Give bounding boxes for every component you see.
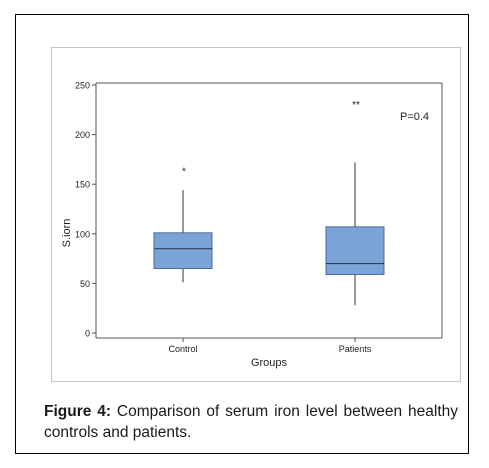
outlier-marker: * xyxy=(182,166,186,177)
y-tick-label: 100 xyxy=(75,229,90,239)
y-tick-label: 0 xyxy=(85,329,90,339)
y-tick-label: 200 xyxy=(75,130,90,140)
caption-label: Figure 4: xyxy=(44,403,112,420)
plot-area: 0 50 100 150 200 250 Control Patients * ** Group… xyxy=(51,47,461,382)
x-tick-label: Control xyxy=(168,344,197,354)
iqr-box xyxy=(325,226,385,275)
box-group-control: * xyxy=(153,166,213,283)
caption-text: Comparison of serum iron level between h… xyxy=(44,403,459,441)
y-tick-label: 50 xyxy=(80,279,90,289)
y-tick-label: 250 xyxy=(75,81,90,91)
y-axis-label: S.iorn xyxy=(61,219,73,248)
box-group-patients: ** xyxy=(325,100,385,306)
boxes: *** xyxy=(153,100,385,306)
iqr-box xyxy=(153,232,213,270)
x-tick-label: Patients xyxy=(339,344,372,354)
outlier-marker: ** xyxy=(352,100,360,111)
p-value-annotation: P=0.4 xyxy=(400,111,429,123)
x-axis-label: Groups xyxy=(251,357,288,369)
y-tick-label: 150 xyxy=(75,180,90,190)
figure-caption: Figure 4: Comparison of serum iron level… xyxy=(44,401,458,443)
axes: 0 50 100 150 200 250 Control Patients xyxy=(75,81,443,354)
figure-frame: 0 50 100 150 200 250 Control Patients * ** Group… xyxy=(15,14,469,454)
